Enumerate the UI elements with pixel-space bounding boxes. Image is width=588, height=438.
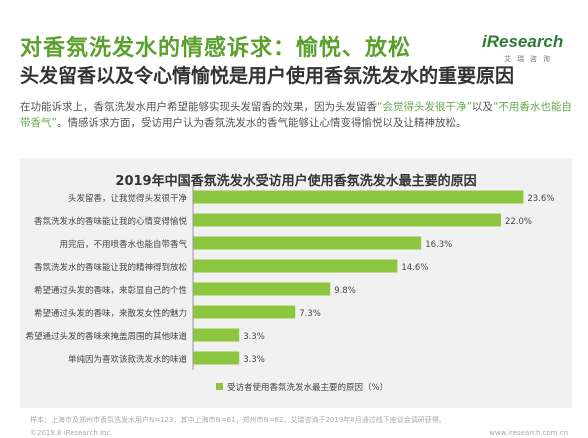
copyright-text: ©2019.8 iResearch Inc. bbox=[30, 429, 113, 437]
bar bbox=[193, 259, 398, 273]
category-label: 用完后，不用喷香水也能自带香气 bbox=[59, 239, 187, 250]
value-label: 3.3% bbox=[243, 332, 265, 342]
value-label: 9.8% bbox=[334, 286, 356, 296]
iresearch-logo: iResearch 艾瑞咨询 bbox=[482, 28, 572, 68]
website-url[interactable]: www.iresearch.com.cn bbox=[489, 429, 568, 437]
bar bbox=[193, 351, 240, 365]
category-label: 希望通过头发的香味，来散发女性的魅力 bbox=[34, 308, 187, 319]
category-label: 头发留香，让我觉得头发很干净 bbox=[68, 193, 188, 204]
category-label: 单纯因为喜欢该款洗发水的味道 bbox=[68, 354, 188, 365]
value-label: 16.3% bbox=[425, 240, 452, 250]
logo-text: iResearch bbox=[482, 32, 564, 51]
bar bbox=[193, 282, 331, 296]
chart-title: 2019年中国香氛洗发水受访用户使用香氛洗发水最主要的原因 bbox=[115, 174, 477, 189]
description-highlight-1: “会觉得头发很干净” bbox=[377, 101, 472, 113]
category-label: 希望通过头发的香味来掩盖周围的其他味道 bbox=[25, 331, 187, 342]
bar bbox=[193, 190, 524, 204]
bar bbox=[193, 328, 240, 342]
chart-panel: 2019年中国香氛洗发水受访用户使用香氛洗发水最主要的原因 头发留香，让我觉得头… bbox=[20, 158, 572, 408]
bar bbox=[193, 213, 501, 227]
value-label: 3.3% bbox=[243, 355, 265, 365]
category-label: 香氛洗发水的香味能让我的心情变得愉悦 bbox=[34, 216, 188, 227]
value-label: 14.6% bbox=[401, 263, 428, 273]
legend-swatch bbox=[216, 383, 223, 390]
description-text-1: 在功能诉求上，香氛洗发水用户希望能够实现头发留香的效果，因为头发留香 bbox=[20, 101, 377, 113]
category-label: 香氛洗发水的香味能让我的精神得到放松 bbox=[34, 262, 188, 273]
bar bbox=[193, 305, 296, 319]
value-label: 22.0% bbox=[505, 217, 532, 227]
description-text-3: 。情感诉求方面，受访用户认为香氛洗发水的香气能够让心情变得愉悦以及让精神放松。 bbox=[56, 117, 467, 129]
value-label: 7.3% bbox=[299, 309, 321, 319]
value-label: 23.6% bbox=[527, 194, 554, 204]
description-paragraph: 在功能诉求上，香氛洗发水用户希望能够实现头发留香的效果，因为头发留香“会觉得头发… bbox=[20, 99, 572, 131]
logo-subtext: 艾瑞咨询 bbox=[504, 55, 556, 63]
description-text-2: 以及 bbox=[471, 101, 493, 113]
bar bbox=[193, 236, 422, 250]
bar-chart: 头发留香，让我觉得头发很干净 23.6% 香氛洗发水的香味能让我的心情变得愉悦 22.… bbox=[25, 185, 554, 393]
sample-footnote: 样本：上海市及郑州市香氛洗发水用户N=123，其中上海市N=61，郑州市N=62… bbox=[30, 416, 446, 424]
legend-label: 受访者使用香氛洗发水最主要的原因（%） bbox=[227, 382, 388, 393]
description-highlight-2: “不用香水也能自带香气” bbox=[20, 101, 572, 129]
category-label: 希望通过头发的香味，来彰显自己的个性 bbox=[34, 285, 188, 296]
page-title: 对香氛洗发水的情感诉求：愉悦、放松 bbox=[20, 36, 412, 61]
page-subtitle: 头发留香以及令心情愉悦是用户使用香氛洗发水的重要原因 bbox=[20, 65, 515, 87]
